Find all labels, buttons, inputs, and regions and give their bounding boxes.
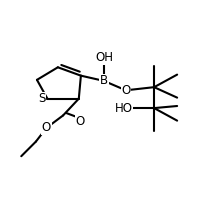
Text: B: B xyxy=(100,74,108,87)
Text: O: O xyxy=(42,121,51,134)
Text: O: O xyxy=(121,84,131,97)
Text: HO: HO xyxy=(115,102,133,115)
Text: OH: OH xyxy=(95,51,113,64)
Text: S: S xyxy=(39,92,46,105)
Text: O: O xyxy=(75,115,84,128)
